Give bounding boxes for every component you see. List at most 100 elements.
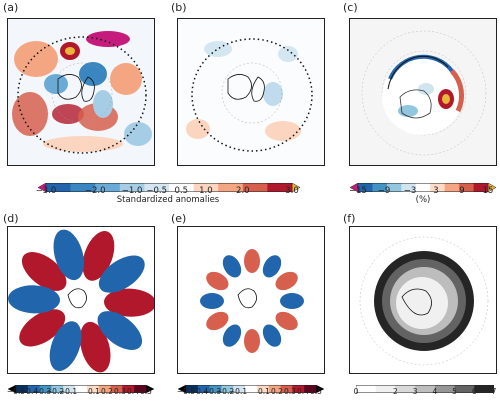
grey-swatch-5: [454, 385, 475, 393]
panel-label-d: (d): [3, 212, 19, 225]
standardized-swatch-2: [95, 183, 121, 192]
standardized-swatch-3: [119, 183, 145, 192]
eof_d-swatch-1: [27, 385, 40, 393]
colorbar-grey: [355, 378, 495, 393]
eof_e-swatch-6: [256, 385, 270, 393]
panel-label-f: (f): [343, 212, 356, 225]
eof_d-tick-label: −0.3: [32, 387, 52, 396]
grey-tick-label: 0: [353, 387, 359, 396]
panel-label-c: (c): [343, 1, 358, 14]
eof_d-swatch-3: [51, 385, 64, 393]
grey-tick-label: 5: [452, 387, 457, 396]
panel-label-b: (b): [171, 1, 187, 14]
percent-swatch-6: [444, 183, 460, 192]
colorbar-eof-d: [7, 378, 155, 394]
eof_d-swatch-5: [75, 385, 88, 393]
percent-tick-label: 3: [433, 186, 439, 196]
grey-tick-label: 2: [393, 387, 398, 396]
grey-swatch-1: [375, 385, 396, 393]
eof_e-swatch-4: [233, 385, 246, 393]
percent-tick-label: 9: [459, 186, 465, 196]
eof_e-swatch-7: [268, 385, 281, 393]
eof_d-tick-label: 0.5: [140, 387, 152, 396]
eof_d-swatch-4: [63, 385, 76, 393]
percent-swatch-3: [401, 183, 417, 192]
percent-tick-label: −15: [349, 186, 367, 196]
eof_e-swatch-9: [292, 385, 305, 393]
standardized-tick-label: −3.0: [35, 186, 57, 196]
colorbar-percent-label: (%): [415, 195, 431, 205]
colorbar-standardized-label: Standardized anomalies: [116, 195, 220, 205]
eof_d-swatch-8: [110, 385, 123, 393]
eof_e-tick-label: 0.4: [297, 387, 309, 396]
eof_e-tick-label: 0.2: [271, 387, 283, 396]
standardized-swatch-0: [46, 183, 71, 192]
grey-tick-label: 7: [491, 387, 497, 396]
map-panel-b: [177, 18, 325, 166]
eof_d-tick-label: 0.3: [114, 387, 126, 396]
eof_d-tick-label: 0.1: [88, 387, 100, 396]
eof_e-swatch-2: [209, 385, 222, 393]
percent-swatch-4: [415, 183, 431, 192]
standardized-tick-label: −0.5: [146, 186, 168, 196]
panel-label-a: (a): [3, 1, 19, 14]
map-panel-c: [349, 18, 497, 166]
grey-tick-label: 6: [471, 387, 477, 396]
percent-tick-label: −3: [403, 186, 417, 196]
colorbar-eof-e: [177, 378, 325, 394]
map-panel-a: [7, 18, 155, 166]
eof_e-tick-label: −0.4: [189, 387, 209, 396]
standardized-swatch-6: [193, 183, 219, 192]
percent-swatch-7: [459, 183, 474, 192]
standardized-tick-label: 2.0: [236, 186, 250, 196]
standardized-swatch-1: [70, 183, 96, 192]
eof_e-swatch-1: [197, 385, 210, 393]
standardized-swatch-8: [242, 183, 268, 192]
eof_d-swatch-10: [134, 385, 147, 393]
percent-swatch-0: [358, 183, 373, 192]
map-panel-f: [349, 226, 497, 374]
eof_e-tick-label: −0.5: [176, 387, 196, 396]
grey-swatch-2: [395, 385, 416, 393]
standardized-tick-label: −1.0: [121, 186, 143, 196]
percent-swatch-8: [473, 183, 489, 192]
eof_e-tick-label: 0.5: [310, 387, 322, 396]
eof_e-swatch-5: [245, 385, 258, 393]
eof_d-swatch-6: [86, 385, 100, 393]
eof_e-swatch-10: [304, 385, 317, 393]
eof_e-swatch-0: [186, 385, 199, 393]
grey-swatch-6: [474, 385, 495, 393]
eof_d-tick-label: −0.2: [45, 387, 65, 396]
colorbar-standardized: [37, 177, 301, 193]
percent-swatch-1: [372, 183, 388, 192]
standardized-swatch-7: [218, 183, 244, 192]
percent-tick-label: −9: [377, 186, 391, 196]
standardized-swatch-5: [169, 183, 194, 192]
grey-swatch-4: [434, 385, 455, 393]
standardized-swatch-9: [267, 183, 293, 192]
grey-swatch-3: [415, 385, 436, 393]
eof_e-tick-label: −0.3: [202, 387, 222, 396]
eof_d-tick-label: −0.5: [6, 387, 26, 396]
percent-swatch-5: [430, 183, 445, 192]
eof_e-tick-label: 0.3: [284, 387, 296, 396]
eof_e-swatch-3: [221, 385, 234, 393]
eof_d-swatch-9: [122, 385, 135, 393]
eof_e-tick-label: −0.1: [228, 387, 248, 396]
map-panel-e: [177, 226, 325, 374]
eof_e-tick-label: 0.1: [258, 387, 270, 396]
eof_d-tick-label: 0.2: [101, 387, 113, 396]
panel-label-e: (e): [171, 212, 187, 225]
eof_d-swatch-0: [16, 385, 29, 393]
colorbar-percent: [349, 177, 497, 193]
grey-tick-label: 3: [412, 387, 418, 396]
eof_d-tick-label: −0.4: [19, 387, 39, 396]
percent-tick-label: 15: [482, 186, 494, 196]
eof_d-swatch-7: [98, 385, 111, 393]
eof_d-tick-label: 0.4: [127, 387, 139, 396]
grey-tick-label: 4: [432, 387, 438, 396]
standardized-tick-label: 1.0: [199, 186, 213, 196]
standardized-tick-label: −2.0: [84, 186, 106, 196]
map-panel-d: [7, 226, 155, 374]
eof_d-swatch-2: [39, 385, 52, 393]
